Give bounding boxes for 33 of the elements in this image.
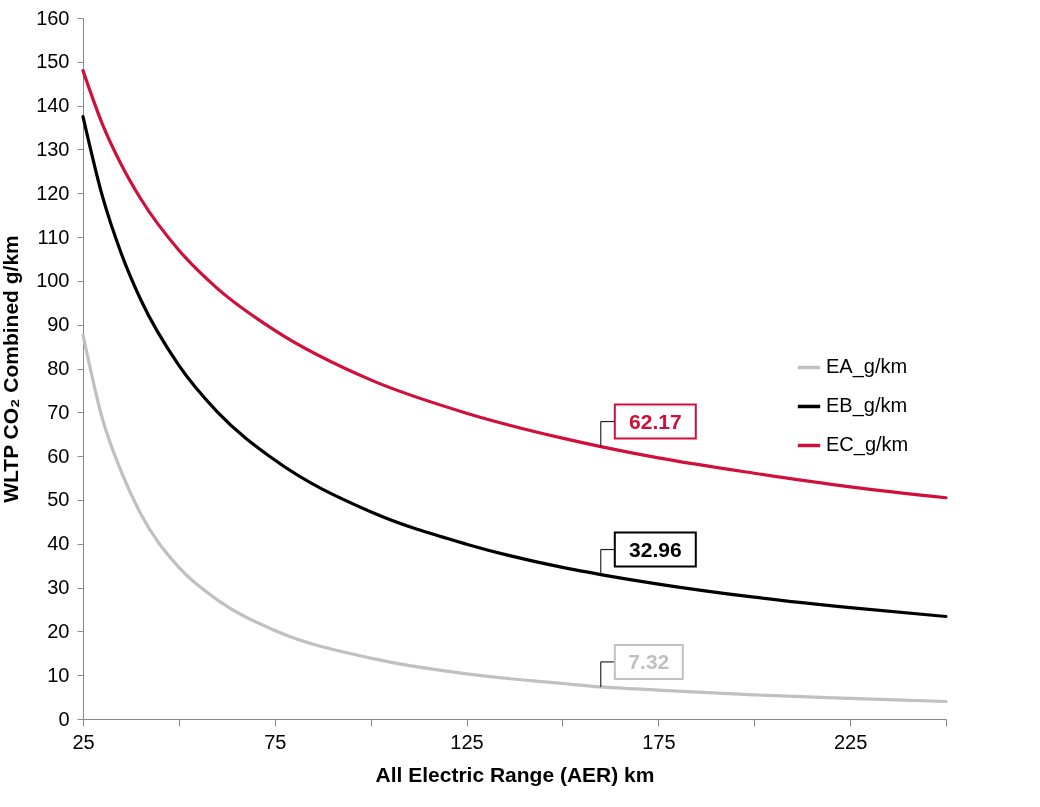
x-tick-label: 125 (450, 730, 484, 753)
x-tick-label: 25 (72, 730, 95, 753)
y-tick-label: 10 (47, 663, 70, 686)
y-tick-label: 120 (36, 181, 70, 204)
y-tick-label: 50 (47, 488, 70, 511)
line-series (81, 114, 948, 619)
x-tick-label: 175 (642, 730, 676, 753)
legend-label: EB_g/km (826, 394, 908, 418)
y-tick-label: 60 (47, 444, 70, 467)
data-label: 7.32 (628, 649, 670, 673)
y-tick-label: 20 (47, 619, 70, 642)
legend-label: EC_g/km (826, 433, 909, 457)
y-tick-label: 110 (37, 225, 70, 248)
y-tick-label: 70 (47, 400, 70, 423)
y-tick-label: 40 (47, 532, 70, 555)
y-tick-label: 150 (36, 50, 70, 73)
y-axis-title: WLTP CO₂ Combined g/km (0, 235, 23, 503)
line-series (81, 68, 948, 500)
x-tick-label: 225 (833, 730, 868, 753)
y-tick-label: 0 (58, 707, 70, 730)
y-tick-label: 90 (47, 313, 70, 336)
y-tick-label: 160 (36, 6, 70, 29)
x-axis-title: All Electric Range (AER) km (375, 762, 655, 786)
y-tick-label: 30 (47, 576, 70, 599)
legend-label: EA_g/km (826, 355, 908, 379)
y-tick-label: 80 (47, 357, 70, 379)
data-label: 62.17 (629, 409, 682, 433)
line-series (81, 333, 948, 704)
y-tick-label: 100 (36, 269, 70, 292)
x-tick-label: 75 (264, 730, 287, 753)
data-label: 32.96 (629, 537, 682, 561)
y-tick-label: 130 (36, 137, 70, 160)
y-tick-label: 140 (36, 94, 70, 117)
